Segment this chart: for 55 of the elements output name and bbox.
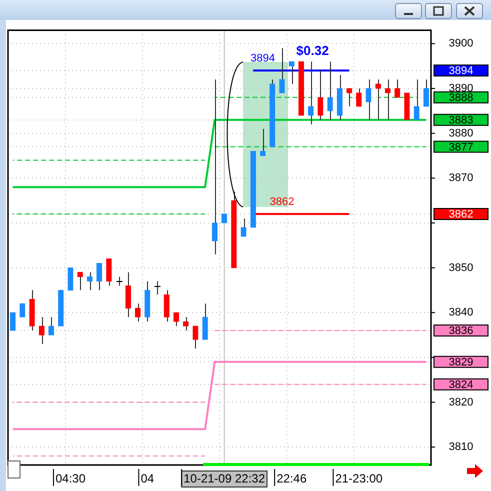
- candlestick: [154, 280, 161, 296]
- x-tick-label: 10-21-09 22:32: [184, 471, 266, 486]
- candlestick: [394, 79, 400, 98]
- candlestick: [96, 262, 102, 291]
- candlestick: [134, 303, 141, 322]
- candlestick: [384, 79, 391, 120]
- y-tick-label: 3820: [448, 396, 474, 408]
- candlestick: [356, 88, 362, 107]
- candlestick: [20, 303, 26, 318]
- candlestick: [10, 312, 16, 331]
- y-tick-label: 3810: [448, 441, 474, 454]
- y-tick-label: 3862: [448, 208, 474, 221]
- x-tick-label: 04: [140, 471, 154, 486]
- y-tick-label: 3840: [448, 306, 474, 319]
- x-tick-label: 21-23:00: [335, 471, 383, 486]
- candlestick: [279, 48, 285, 94]
- candlestick: [202, 303, 208, 340]
- candlestick: [318, 70, 324, 120]
- candlestick: [414, 79, 420, 120]
- y-tick-label: 3900: [448, 38, 474, 50]
- data-label: 3894: [250, 52, 276, 65]
- candlestick: [346, 88, 352, 107]
- candlestick: [183, 316, 189, 332]
- candlestick: [192, 326, 198, 349]
- candlestick: [68, 267, 74, 291]
- y-tick-label: 3850: [448, 262, 474, 274]
- y-tick-label: 3870: [448, 172, 474, 184]
- candlestick: [38, 316, 44, 344]
- candlestick: [86, 272, 93, 291]
- candlestick: [260, 128, 266, 156]
- candlestick: [48, 316, 54, 336]
- candlestick: [164, 290, 170, 322]
- candlestick: [173, 312, 180, 327]
- candlestick: [125, 272, 131, 318]
- candlestick: [77, 272, 83, 291]
- y-tick-label: 3829: [448, 356, 474, 368]
- x-tick-label: 22:46: [276, 471, 307, 486]
- candlestick: [106, 258, 112, 286]
- candlestick: [212, 79, 218, 255]
- candlestick: [327, 61, 333, 120]
- x-tick-label: 04:30: [55, 471, 86, 486]
- y-tick-label: 3880: [448, 127, 474, 140]
- candlestick: [423, 79, 430, 107]
- data-label: 3862: [270, 196, 294, 208]
- y-tick-label: 3836: [448, 325, 474, 338]
- candlestick: [375, 79, 381, 120]
- y-tick-label: 3883: [448, 114, 474, 126]
- y-tick-label: 3877: [448, 141, 474, 154]
- candlestick: [240, 218, 246, 237]
- candlestick: [366, 79, 372, 120]
- annotation: $0.32: [296, 42, 329, 58]
- candlestick: [308, 61, 314, 125]
- y-tick-label: 3824: [448, 378, 474, 391]
- y-tick-label: 3894: [448, 65, 474, 78]
- candlestick: [288, 61, 294, 84]
